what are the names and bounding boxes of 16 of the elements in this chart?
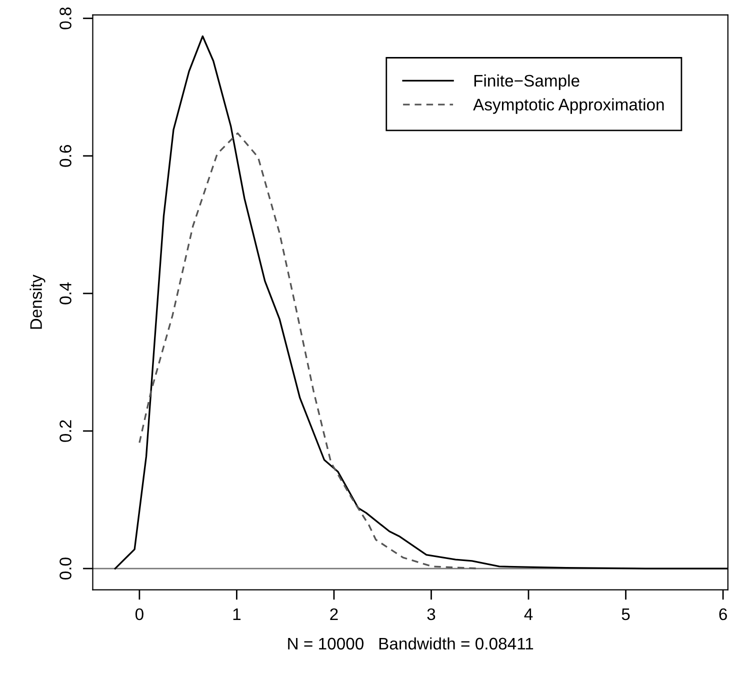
y-tick-label: 0.8 [60,7,72,30]
y-tick-label: 0.4 [60,282,72,304]
legend-label: Asymptotic Approximation [473,98,664,114]
x-tick-label: 6 [719,608,727,620]
x-tick-label: 2 [330,608,338,620]
x-tick-label: 0 [135,608,144,620]
y-tick-label: 0.2 [60,420,72,442]
x-tick-label: 5 [622,608,630,620]
y-tick-label: 0.6 [60,145,72,167]
x-tick-label: 4 [524,608,533,620]
legend-label: Finite−Sample [474,74,580,90]
y-tick-label: 0.0 [60,558,72,580]
x-tick-label: 3 [427,608,436,620]
x-axis-title: N = 10000 Bandwidth = 0.08411 [288,637,534,650]
x-tick-label: 1 [233,608,241,620]
y-axis-title: Density [30,274,46,329]
